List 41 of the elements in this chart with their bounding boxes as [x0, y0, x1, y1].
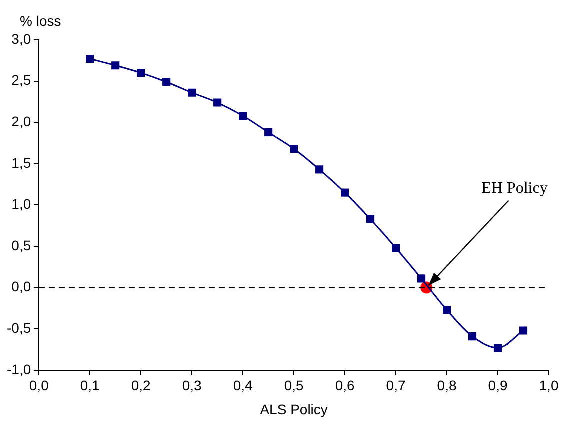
- x-tick-label: 0,0: [29, 378, 50, 394]
- point: [392, 244, 400, 252]
- x-tick-label: 0,5: [284, 378, 304, 394]
- point: [442, 306, 452, 314]
- x-tick-label: 0,2: [131, 378, 152, 394]
- y-tick-label: 2,0: [12, 113, 32, 130]
- y-tick-label: 1,5: [12, 154, 32, 171]
- point: [418, 274, 426, 283]
- point: [112, 62, 120, 70]
- point: [290, 145, 298, 154]
- y-tick-label: -1,0: [7, 361, 32, 378]
- y-tick-label: 3,0: [12, 30, 32, 47]
- x-tick-label: 0,4: [233, 378, 254, 394]
- x-tick-label: 0,6: [335, 378, 355, 394]
- point: [86, 54, 94, 64]
- point: [341, 188, 350, 197]
- point: [468, 332, 477, 341]
- x-axis-title: ALS Policy: [260, 401, 328, 418]
- point: [264, 128, 273, 137]
- y-tick-label: -0,5: [7, 320, 32, 336]
- annotation: EH Policy: [482, 180, 548, 197]
- y-tick-label: 1,0: [12, 196, 32, 212]
- y-tick-label: 0,0: [12, 278, 32, 295]
- point: [519, 326, 528, 335]
- point: [494, 344, 502, 352]
- point: [137, 69, 146, 78]
- x-tick-label: 1,0: [539, 378, 559, 394]
- point: [162, 78, 171, 86]
- x-tick-label: 0,8: [437, 378, 457, 394]
- point: [239, 112, 248, 120]
- x-tick-label: 0,1: [80, 378, 100, 394]
- x-tick-label: 0,3: [182, 378, 202, 394]
- x-tick-label: 0,9: [488, 378, 508, 394]
- y-axis-title: % loss: [20, 13, 62, 29]
- x-tick-label: 0,7: [386, 378, 406, 394]
- point: [188, 88, 196, 97]
- point: [214, 98, 222, 107]
- y-tick-label: 0,5: [12, 237, 32, 254]
- y-tick-label: 2,5: [12, 72, 32, 88]
- point: [316, 166, 324, 174]
- point: [366, 215, 375, 224]
